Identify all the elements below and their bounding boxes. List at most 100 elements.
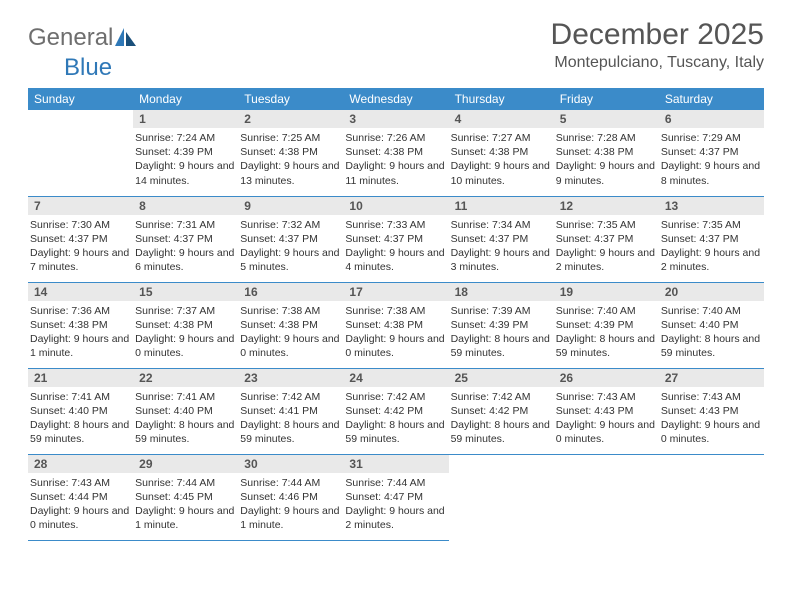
- daylight-text: Daylight: 9 hours and 0 minutes.: [661, 418, 762, 446]
- calendar-row: 1Sunrise: 7:24 AMSunset: 4:39 PMDaylight…: [28, 110, 764, 196]
- sunset-text: Sunset: 4:39 PM: [451, 318, 552, 332]
- calendar-cell: 7Sunrise: 7:30 AMSunset: 4:37 PMDaylight…: [28, 196, 133, 282]
- day-info: Sunrise: 7:42 AMSunset: 4:42 PMDaylight:…: [343, 387, 448, 447]
- sunset-text: Sunset: 4:42 PM: [345, 404, 446, 418]
- calendar-cell: 2Sunrise: 7:25 AMSunset: 4:38 PMDaylight…: [238, 110, 343, 196]
- sail-icon: [115, 28, 137, 48]
- sunset-text: Sunset: 4:40 PM: [661, 318, 762, 332]
- calendar-cell: 30Sunrise: 7:44 AMSunset: 4:46 PMDayligh…: [238, 454, 343, 540]
- daylight-text: Daylight: 9 hours and 4 minutes.: [345, 246, 446, 274]
- sunset-text: Sunset: 4:38 PM: [556, 145, 657, 159]
- calendar-cell: 5Sunrise: 7:28 AMSunset: 4:38 PMDaylight…: [554, 110, 659, 196]
- sunset-text: Sunset: 4:44 PM: [30, 490, 131, 504]
- day-info: Sunrise: 7:39 AMSunset: 4:39 PMDaylight:…: [449, 301, 554, 361]
- calendar-cell: 14Sunrise: 7:36 AMSunset: 4:38 PMDayligh…: [28, 282, 133, 368]
- calendar-cell: 28Sunrise: 7:43 AMSunset: 4:44 PMDayligh…: [28, 454, 133, 540]
- sunset-text: Sunset: 4:46 PM: [240, 490, 341, 504]
- day-number: 19: [554, 283, 659, 301]
- sunrise-text: Sunrise: 7:25 AM: [240, 131, 341, 145]
- calendar-cell: 10Sunrise: 7:33 AMSunset: 4:37 PMDayligh…: [343, 196, 448, 282]
- daylight-text: Daylight: 9 hours and 7 minutes.: [30, 246, 131, 274]
- sunset-text: Sunset: 4:43 PM: [661, 404, 762, 418]
- sunrise-text: Sunrise: 7:35 AM: [556, 218, 657, 232]
- day-info: Sunrise: 7:44 AMSunset: 4:46 PMDaylight:…: [238, 473, 343, 533]
- sunrise-text: Sunrise: 7:38 AM: [240, 304, 341, 318]
- day-number: 28: [28, 455, 133, 473]
- day-number: 8: [133, 197, 238, 215]
- daylight-text: Daylight: 9 hours and 5 minutes.: [240, 246, 341, 274]
- calendar-cell: [28, 110, 133, 196]
- calendar-cell: 3Sunrise: 7:26 AMSunset: 4:38 PMDaylight…: [343, 110, 448, 196]
- calendar-cell: 19Sunrise: 7:40 AMSunset: 4:39 PMDayligh…: [554, 282, 659, 368]
- sunset-text: Sunset: 4:37 PM: [451, 232, 552, 246]
- location-label: Montepulciano, Tuscany, Italy: [551, 54, 764, 72]
- calendar-cell: [449, 454, 554, 540]
- sunset-text: Sunset: 4:38 PM: [30, 318, 131, 332]
- day-info: Sunrise: 7:43 AMSunset: 4:44 PMDaylight:…: [28, 473, 133, 533]
- day-info: Sunrise: 7:42 AMSunset: 4:42 PMDaylight:…: [449, 387, 554, 447]
- day-info: Sunrise: 7:41 AMSunset: 4:40 PMDaylight:…: [28, 387, 133, 447]
- calendar-header-row: Sunday Monday Tuesday Wednesday Thursday…: [28, 88, 764, 110]
- daylight-text: Daylight: 9 hours and 0 minutes.: [240, 332, 341, 360]
- day-number: 16: [238, 283, 343, 301]
- calendar-cell: 29Sunrise: 7:44 AMSunset: 4:45 PMDayligh…: [133, 454, 238, 540]
- sunrise-text: Sunrise: 7:40 AM: [661, 304, 762, 318]
- day-info: Sunrise: 7:36 AMSunset: 4:38 PMDaylight:…: [28, 301, 133, 361]
- daylight-text: Daylight: 9 hours and 14 minutes.: [135, 159, 236, 187]
- calendar-cell: 17Sunrise: 7:38 AMSunset: 4:38 PMDayligh…: [343, 282, 448, 368]
- calendar-cell: 25Sunrise: 7:42 AMSunset: 4:42 PMDayligh…: [449, 368, 554, 454]
- day-number: 26: [554, 369, 659, 387]
- day-info: Sunrise: 7:42 AMSunset: 4:41 PMDaylight:…: [238, 387, 343, 447]
- sunset-text: Sunset: 4:37 PM: [556, 232, 657, 246]
- sunrise-text: Sunrise: 7:42 AM: [345, 390, 446, 404]
- daylight-text: Daylight: 9 hours and 11 minutes.: [345, 159, 446, 187]
- calendar-cell: 24Sunrise: 7:42 AMSunset: 4:42 PMDayligh…: [343, 368, 448, 454]
- daylight-text: Daylight: 9 hours and 2 minutes.: [556, 246, 657, 274]
- day-number: 4: [449, 110, 554, 128]
- sunrise-text: Sunrise: 7:41 AM: [30, 390, 131, 404]
- sunrise-text: Sunrise: 7:42 AM: [451, 390, 552, 404]
- day-number: 1: [133, 110, 238, 128]
- sunset-text: Sunset: 4:38 PM: [451, 145, 552, 159]
- sunset-text: Sunset: 4:42 PM: [451, 404, 552, 418]
- sunset-text: Sunset: 4:45 PM: [135, 490, 236, 504]
- day-info: Sunrise: 7:27 AMSunset: 4:38 PMDaylight:…: [449, 128, 554, 188]
- day-number: 14: [28, 283, 133, 301]
- calendar-row: 21Sunrise: 7:41 AMSunset: 4:40 PMDayligh…: [28, 368, 764, 454]
- day-number: 30: [238, 455, 343, 473]
- dow-1: Monday: [133, 88, 238, 110]
- sunset-text: Sunset: 4:41 PM: [240, 404, 341, 418]
- sunset-text: Sunset: 4:37 PM: [661, 145, 762, 159]
- daylight-text: Daylight: 9 hours and 10 minutes.: [451, 159, 552, 187]
- sunrise-text: Sunrise: 7:30 AM: [30, 218, 131, 232]
- daylight-text: Daylight: 9 hours and 2 minutes.: [345, 504, 446, 532]
- day-info: Sunrise: 7:28 AMSunset: 4:38 PMDaylight:…: [554, 128, 659, 188]
- calendar-cell: 12Sunrise: 7:35 AMSunset: 4:37 PMDayligh…: [554, 196, 659, 282]
- calendar-row: 28Sunrise: 7:43 AMSunset: 4:44 PMDayligh…: [28, 454, 764, 540]
- day-number: 27: [659, 369, 764, 387]
- sunrise-text: Sunrise: 7:28 AM: [556, 131, 657, 145]
- sunrise-text: Sunrise: 7:44 AM: [135, 476, 236, 490]
- sunrise-text: Sunrise: 7:38 AM: [345, 304, 446, 318]
- sunset-text: Sunset: 4:40 PM: [135, 404, 236, 418]
- day-number: 22: [133, 369, 238, 387]
- calendar-cell: 27Sunrise: 7:43 AMSunset: 4:43 PMDayligh…: [659, 368, 764, 454]
- daylight-text: Daylight: 9 hours and 6 minutes.: [135, 246, 236, 274]
- day-info: Sunrise: 7:29 AMSunset: 4:37 PMDaylight:…: [659, 128, 764, 188]
- sunset-text: Sunset: 4:37 PM: [661, 232, 762, 246]
- calendar-cell: 11Sunrise: 7:34 AMSunset: 4:37 PMDayligh…: [449, 196, 554, 282]
- day-info: Sunrise: 7:44 AMSunset: 4:45 PMDaylight:…: [133, 473, 238, 533]
- daylight-text: Daylight: 9 hours and 3 minutes.: [451, 246, 552, 274]
- daylight-text: Daylight: 9 hours and 0 minutes.: [556, 418, 657, 446]
- day-number: 31: [343, 455, 448, 473]
- day-number: 23: [238, 369, 343, 387]
- day-info: Sunrise: 7:38 AMSunset: 4:38 PMDaylight:…: [238, 301, 343, 361]
- day-number: 17: [343, 283, 448, 301]
- calendar-cell: [554, 454, 659, 540]
- sunset-text: Sunset: 4:38 PM: [345, 318, 446, 332]
- sunrise-text: Sunrise: 7:34 AM: [451, 218, 552, 232]
- daylight-text: Daylight: 9 hours and 13 minutes.: [240, 159, 341, 187]
- sunrise-text: Sunrise: 7:33 AM: [345, 218, 446, 232]
- day-number: 20: [659, 283, 764, 301]
- brand-logo: General: [28, 24, 137, 52]
